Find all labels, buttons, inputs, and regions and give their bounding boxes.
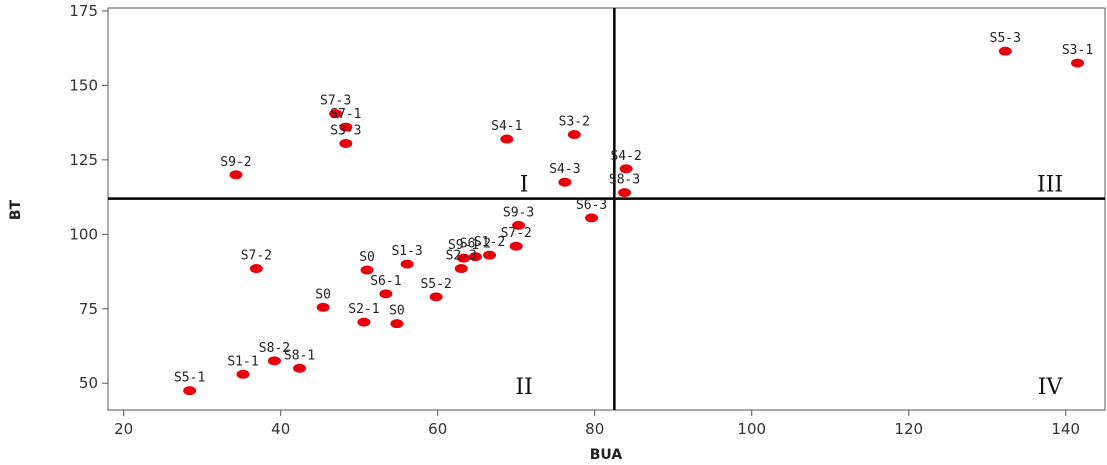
- y-axis-title: BT: [8, 199, 24, 220]
- point-label: S9-1: [448, 238, 479, 253]
- data-point: [316, 302, 330, 312]
- point-label: S4-1: [491, 119, 522, 134]
- quadrant-label: III: [1037, 173, 1063, 198]
- reference-lines: [108, 8, 1105, 410]
- data-point: [509, 241, 523, 251]
- data-point: [998, 46, 1012, 56]
- point-label: S3-1: [1062, 43, 1093, 58]
- plot-frame: [107, 7, 1106, 411]
- point-label: S0: [359, 250, 375, 265]
- point-label: S6-2: [460, 237, 491, 252]
- data-point: [357, 317, 371, 327]
- point-label: S9-2: [220, 155, 251, 170]
- data-point: [457, 253, 471, 263]
- data-point: [249, 264, 263, 274]
- data-point: [183, 386, 197, 396]
- point-label: S1-3: [391, 244, 422, 259]
- point-label: S5-2: [420, 277, 451, 292]
- data-point: [339, 138, 353, 148]
- point-label: S5-1: [174, 371, 205, 386]
- quadrant-label: I: [520, 173, 529, 198]
- point-label: S1-1: [227, 354, 258, 369]
- data-point: [339, 122, 353, 132]
- point-label: S2-3: [446, 249, 477, 264]
- data-point: [229, 170, 243, 180]
- x-axis-title: BUA: [590, 447, 623, 463]
- y-tick-label: 125: [69, 151, 98, 169]
- data-point: [618, 188, 632, 198]
- data-point: [468, 252, 482, 262]
- point-label: S1-2: [474, 235, 505, 250]
- x-tick-label: 60: [428, 420, 447, 438]
- axis-ticks: 20 40 60 80 100 120 140 50 75 100 125 150 175: [69, 2, 1080, 438]
- data-point: [567, 130, 581, 140]
- data-point: [1071, 58, 1085, 68]
- x-tick-label: 40: [271, 420, 290, 438]
- data-point: [400, 259, 414, 269]
- point-label: S2-1: [348, 302, 379, 317]
- point-label: S5-3: [990, 31, 1021, 46]
- point-label: S0: [389, 304, 405, 319]
- point-label: S4-2: [610, 149, 641, 164]
- y-tick-label: 50: [79, 374, 98, 392]
- data-point: [500, 134, 514, 144]
- point-label: S7-2: [501, 226, 532, 241]
- x-tick-label: 120: [894, 420, 923, 438]
- data-point: [236, 369, 250, 379]
- point-label: S8-2: [259, 341, 290, 356]
- point-label: S7-2: [241, 249, 272, 264]
- point-label: S6-3: [576, 198, 607, 213]
- point-label: S6-1: [370, 274, 401, 289]
- data-point: [360, 265, 374, 275]
- data-point: [293, 363, 307, 373]
- y-tick-label: 75: [79, 300, 98, 318]
- point-label: S8-1: [284, 348, 315, 363]
- y-tick-label: 100: [69, 225, 98, 243]
- x-tick-label: 20: [114, 420, 133, 438]
- x-tick-label: 100: [737, 420, 766, 438]
- point-label: S0: [315, 287, 331, 302]
- data-point: [390, 319, 404, 329]
- data-point: [454, 264, 468, 274]
- quadrant-label: IV: [1038, 375, 1064, 400]
- point-label: S3-3: [330, 123, 361, 138]
- point-label: S7-3: [320, 94, 351, 109]
- point-label: S4-3: [549, 162, 580, 177]
- data-point: [429, 292, 443, 302]
- point-label: S8-3: [609, 173, 640, 188]
- y-tick-label: 150: [69, 76, 98, 94]
- x-tick-label: 80: [585, 420, 604, 438]
- data-point: [267, 356, 281, 366]
- data-point: [379, 289, 393, 299]
- y-tick-label: 175: [69, 2, 98, 20]
- data-point: [329, 109, 343, 119]
- point-label: S3-2: [559, 115, 590, 130]
- data-point: [512, 220, 526, 230]
- point-label: S7-1: [330, 107, 361, 122]
- quadrant-label: II: [515, 375, 532, 400]
- data-point: [483, 250, 497, 260]
- data-point: [585, 213, 599, 223]
- point-label: S9-3: [503, 205, 534, 220]
- data-points: S5-3 S3-1 S7-3S7-1S3-3 S4-1 S3-2 S9-2 S4-2 S4-3…: [174, 31, 1093, 396]
- data-point: [619, 164, 633, 174]
- x-tick-label: 140: [1051, 420, 1080, 438]
- data-point: [558, 177, 572, 187]
